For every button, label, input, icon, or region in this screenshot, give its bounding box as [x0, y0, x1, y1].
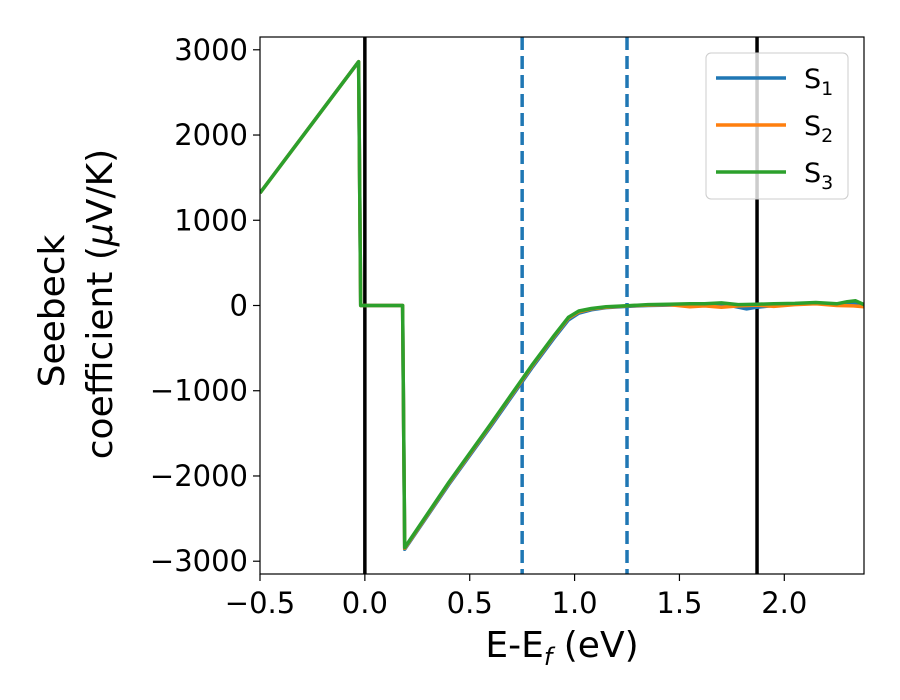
y-tick-label: 1000 — [174, 203, 248, 237]
y-tick-label: −2000 — [150, 459, 248, 493]
series-line-s3 — [260, 59, 864, 550]
legend-label-s3: S3 — [804, 158, 833, 194]
x-tick-label: 1.5 — [656, 586, 702, 620]
y-tick-label: −3000 — [150, 544, 248, 578]
legend-label-s1: S1 — [804, 64, 833, 100]
y-tick-label: −1000 — [150, 374, 248, 408]
x-tick-label: 1.0 — [552, 586, 598, 620]
y-tick-label: 0 — [230, 289, 248, 323]
legend-label-s2: S2 — [804, 111, 833, 147]
x-axis-title-unit: (eV) — [552, 625, 638, 666]
y-tick-label: 2000 — [174, 118, 248, 152]
x-tick-label: 0.5 — [447, 586, 493, 620]
y-axis-title-line1: Seebeck — [32, 234, 73, 387]
y-tick-label: 3000 — [174, 33, 248, 67]
x-tick-label: 2.0 — [761, 586, 807, 620]
x-axis-title-main: E-E — [485, 625, 543, 666]
x-tick-label: −0.5 — [225, 586, 295, 620]
x-tick-label: 0.0 — [342, 586, 388, 620]
x-axis-title: E-Ef (eV) — [485, 625, 638, 671]
y-axis-title-line2: coefficient (μV/K) — [80, 149, 121, 459]
